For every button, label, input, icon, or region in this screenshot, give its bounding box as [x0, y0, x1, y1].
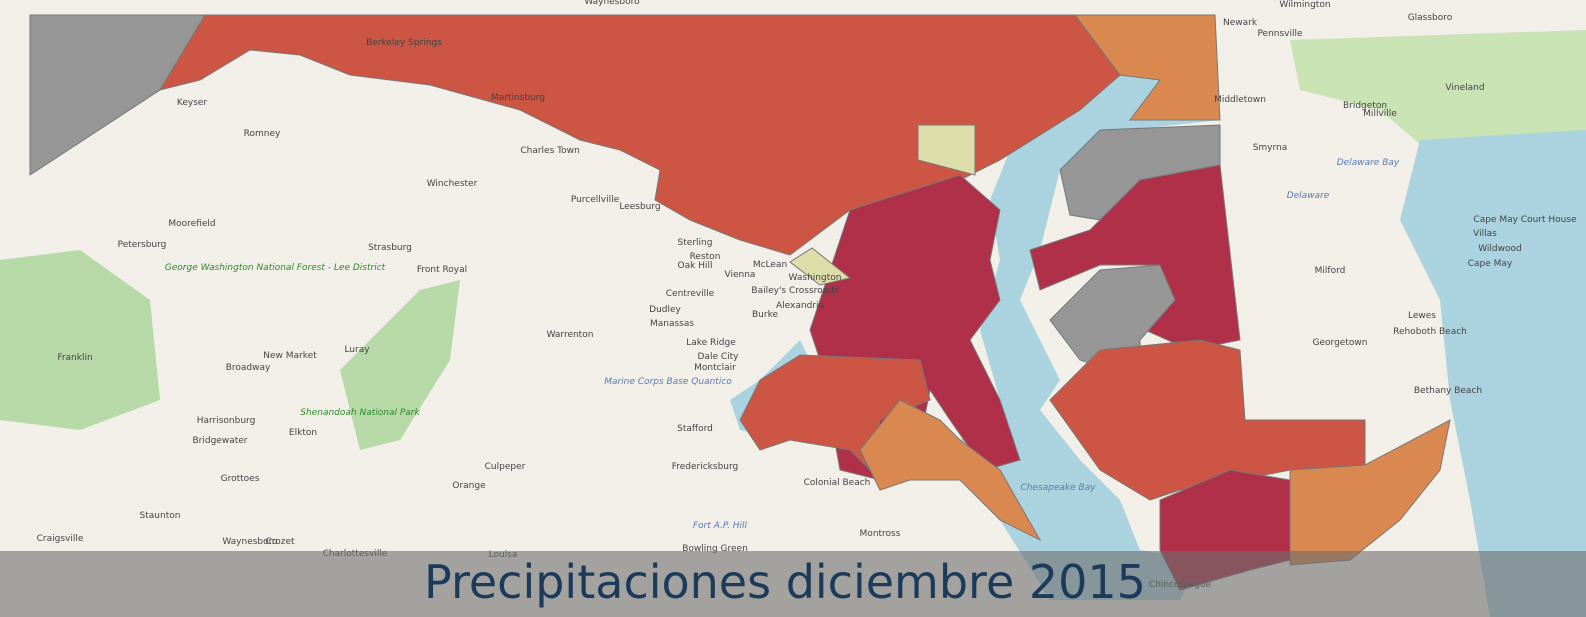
place-label: Centreville [666, 289, 715, 299]
place-label: Cape May [1468, 259, 1513, 269]
place-label: Winchester [427, 179, 478, 189]
place-labels: Waynesboro Wilmington Newark Glassboro Penns… [37, 0, 1577, 590]
place-label: Moorefield [168, 219, 215, 229]
place-label: Dale City [698, 352, 740, 362]
county [1074, 14, 1221, 121]
place-label: Franklin [57, 353, 92, 363]
water [1400, 130, 1586, 617]
place-label: Wilmington [1279, 0, 1330, 10]
place-label: Grottoes [221, 474, 260, 484]
place-label: Villas [1473, 229, 1497, 239]
place-label: Keyser [177, 98, 208, 108]
place-label: Newark [1223, 18, 1258, 28]
place-label: Oak Hill [678, 261, 713, 271]
place-label: Milford [1315, 266, 1346, 276]
place-label: Middletown [1214, 95, 1266, 105]
place-label: New Market [263, 351, 317, 361]
place-label: Chesapeake Bay [1020, 483, 1096, 493]
place-label: Fort A.P. Hill [693, 521, 748, 531]
place-label: Bailey's Crossroads [751, 286, 838, 296]
place-label: Lewes [1408, 311, 1436, 321]
place-label: Elkton [289, 428, 317, 438]
place-label: Dudley [649, 305, 681, 315]
place-label: Georgetown [1313, 338, 1368, 348]
map-title: Precipitaciones diciembre 2015 [424, 555, 1146, 609]
place-label: Sterling [678, 238, 713, 248]
place-label: Colonial Beach [804, 478, 871, 488]
place-label: Alexandria [776, 301, 824, 311]
place-label: Petersburg [118, 240, 167, 250]
place-label: McLean [753, 260, 787, 270]
place-label: Culpeper [485, 462, 526, 472]
place-label: Broadway [226, 363, 271, 373]
place-label: Craigsville [37, 534, 84, 544]
place-label: Leesburg [619, 202, 660, 212]
place-label: Waynesboro [584, 0, 640, 7]
place-label: Rehoboth Beach [1393, 327, 1467, 337]
county [158, 14, 1121, 256]
place-label: Delaware [1287, 191, 1330, 201]
place-label: Orange [452, 481, 486, 491]
place-label: Strasburg [368, 243, 412, 253]
place-label: Millville [1363, 109, 1397, 119]
place-label: Pennsville [1257, 29, 1303, 39]
county [739, 354, 931, 472]
place-label: Fredericksburg [672, 462, 739, 472]
place-label: Stafford [677, 424, 713, 434]
place-label: Marine Corps Base Quantico [604, 377, 732, 387]
place-label: Warrenton [547, 330, 594, 340]
county [917, 124, 976, 176]
place-label: Burke [752, 310, 778, 320]
bay [960, 60, 1220, 600]
forest [0, 250, 160, 430]
place-label: Waynesboro [222, 537, 278, 547]
place-label: Cape May Court House [1473, 215, 1577, 225]
place-label: Vineland [1445, 83, 1484, 93]
place-label: Luray [344, 345, 370, 355]
place-label: Delaware Bay [1337, 158, 1400, 168]
county [789, 247, 852, 286]
place-label: Bridgeton [1343, 101, 1387, 111]
place-label: Romney [244, 129, 281, 139]
place-label: Wildwood [1478, 244, 1522, 254]
park [340, 280, 460, 450]
place-label: Washington [789, 273, 842, 283]
place-label: Manassas [650, 319, 694, 329]
place-label: Purcellville [571, 195, 620, 205]
place-label: Reston [690, 252, 721, 262]
place-label: Montross [860, 529, 901, 539]
place-label: Martinsburg [491, 93, 545, 103]
place-label: Lake Ridge [686, 338, 736, 348]
place-label: Bridgewater [193, 436, 248, 446]
place-label: Harrisonburg [197, 416, 256, 426]
county [859, 399, 1042, 542]
place-label: Vienna [725, 270, 756, 280]
place-label: Front Royal [417, 265, 467, 275]
place-label: Smyrna [1253, 143, 1288, 153]
counties [29, 14, 1451, 591]
place-label: Bethany Beach [1414, 386, 1482, 396]
place-label: Montclair [694, 363, 736, 373]
title-bar [0, 551, 1586, 617]
place-label: Crozet [265, 537, 295, 547]
place-label: Charles Town [520, 146, 579, 156]
place-label: Shenandoah National Park [300, 408, 420, 418]
place-label: Staunton [140, 511, 181, 521]
place-label: Glassboro [1408, 13, 1453, 23]
place-label: Berkeley Springs [366, 38, 442, 48]
place-label: George Washington National Forest - Lee … [165, 263, 386, 273]
place-label: Bowling Green [682, 544, 748, 554]
